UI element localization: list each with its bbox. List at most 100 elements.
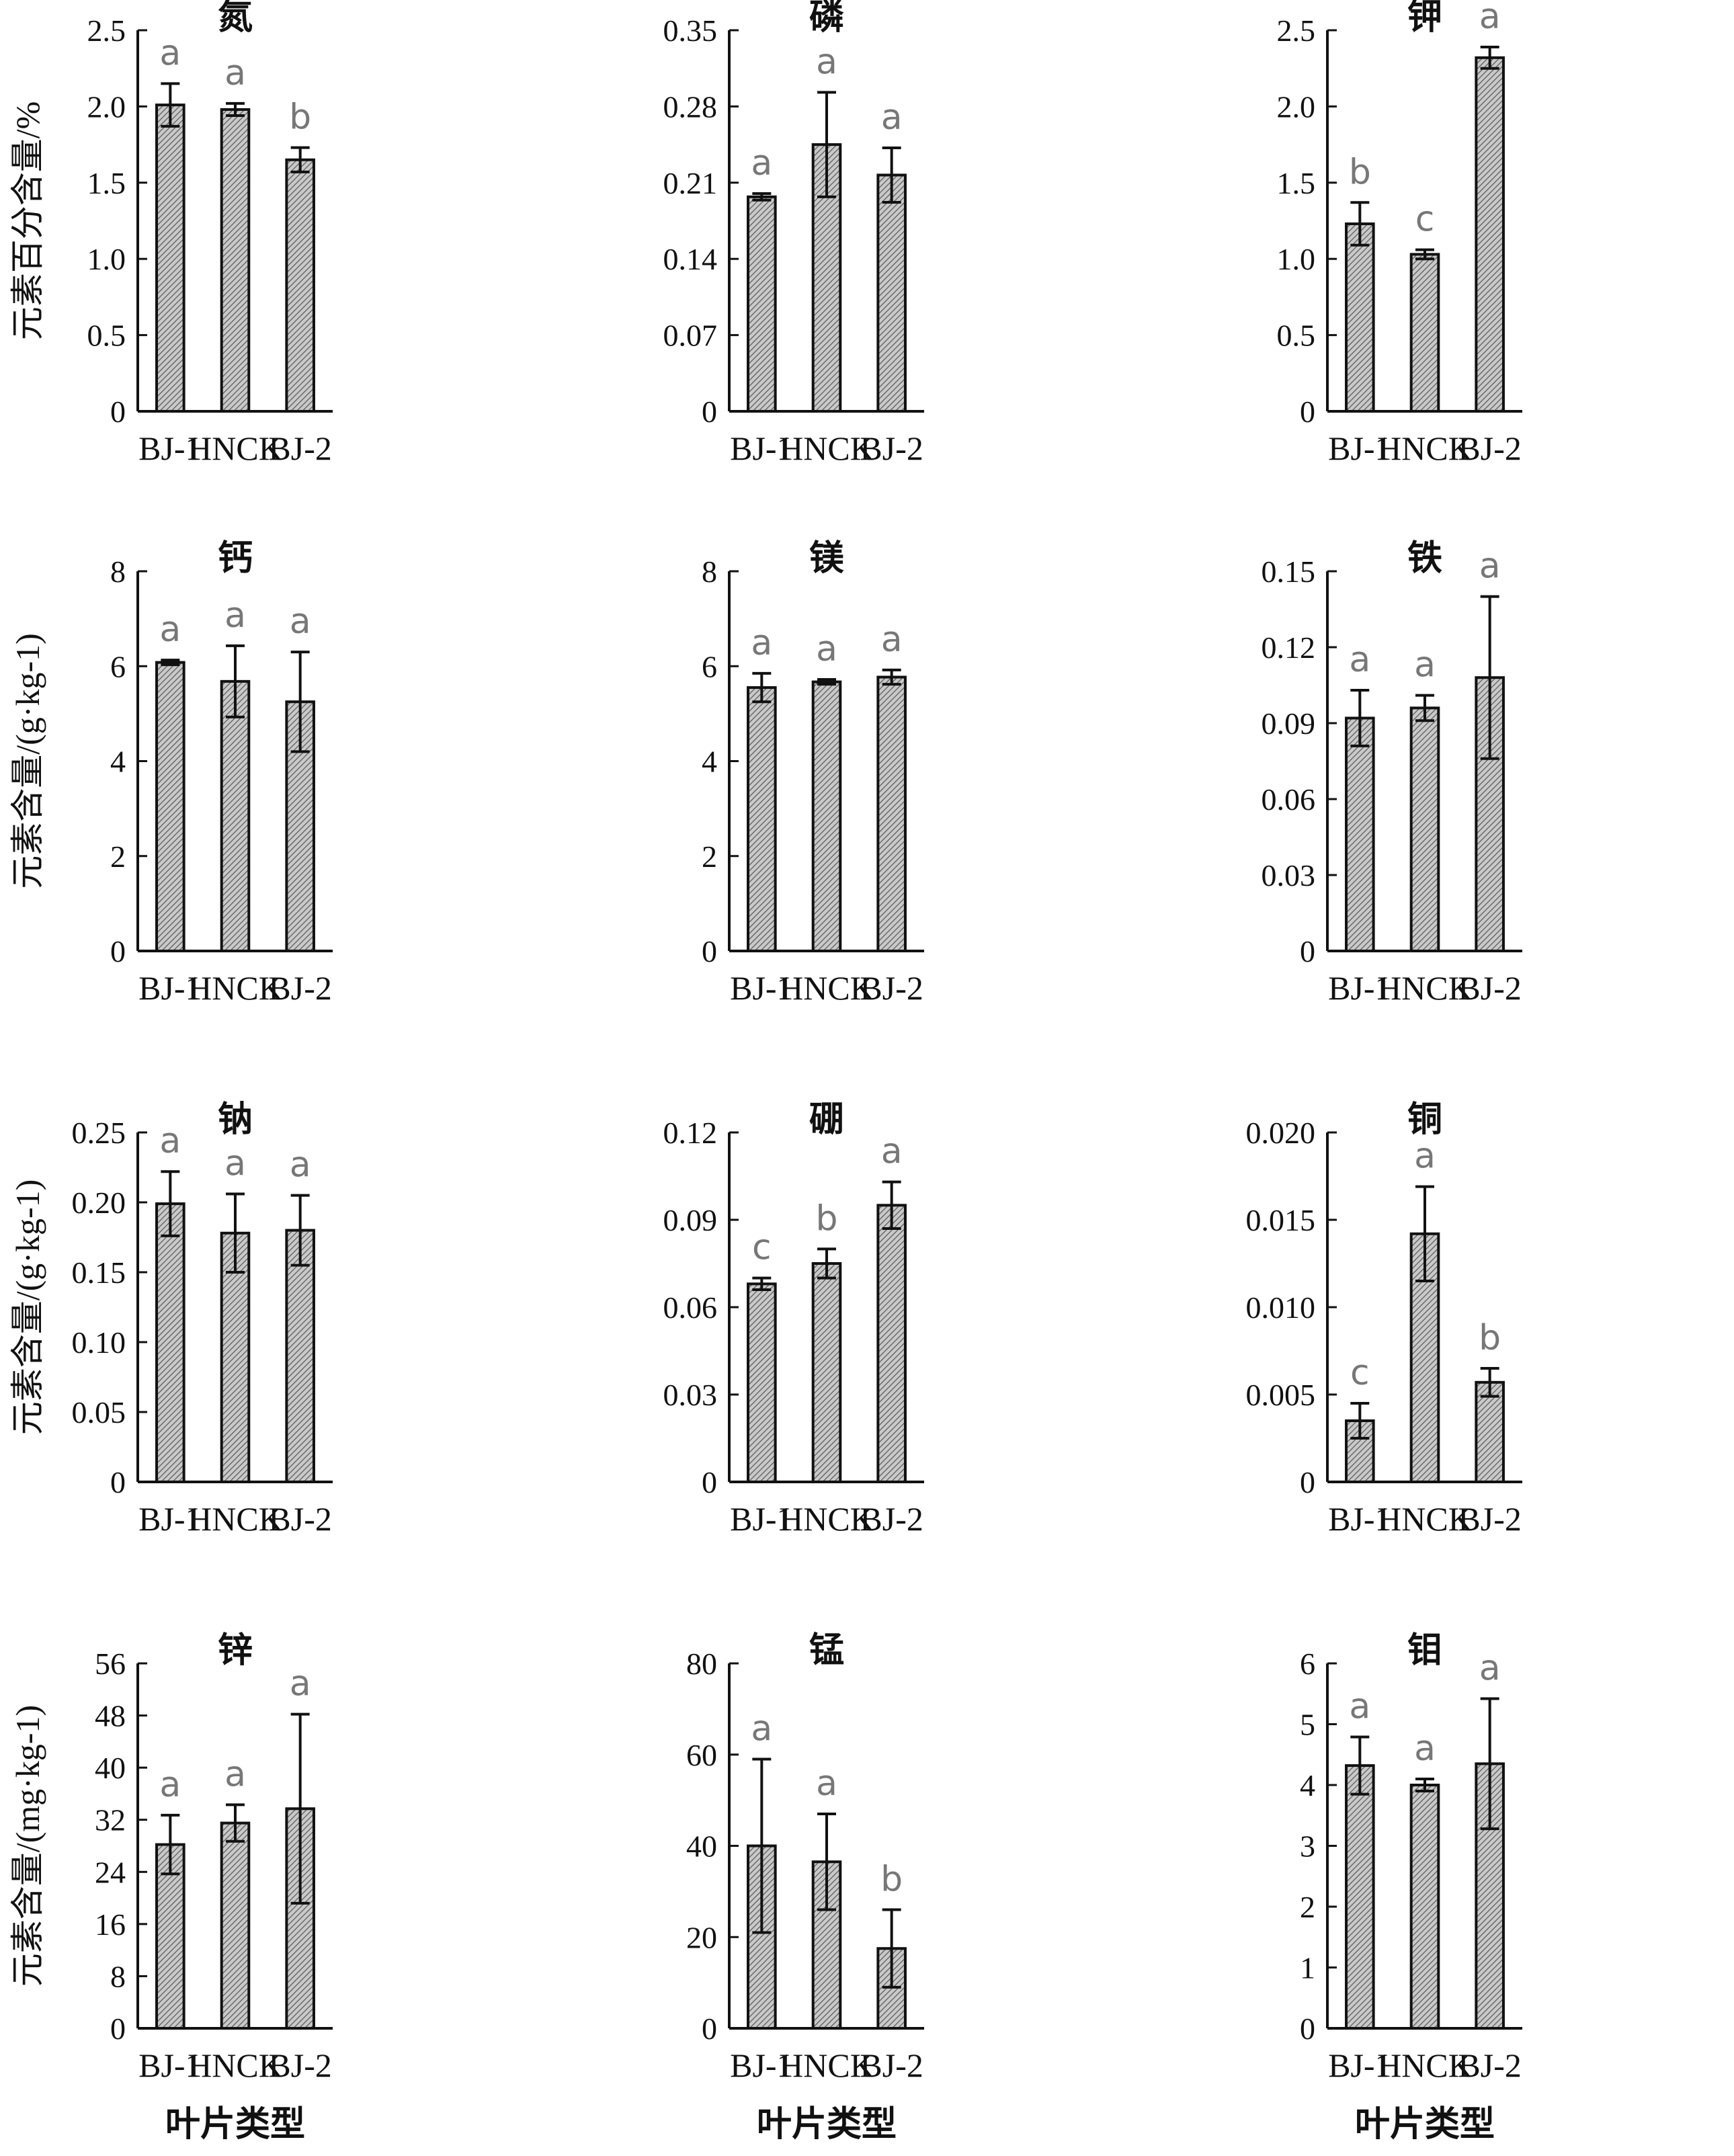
significance-letter: a <box>1479 1648 1501 1688</box>
y-tick-label: 0 <box>110 2012 126 2046</box>
y-tick-label: 0.03 <box>663 1378 718 1412</box>
significance-letter: a <box>159 1121 181 1161</box>
y-tick-label: 0.09 <box>663 1203 718 1237</box>
significance-letter: a <box>1349 640 1370 680</box>
y-tick-label: 0 <box>1300 1465 1315 1499</box>
category-label: HNCK <box>779 2046 874 2084</box>
chart-panel: 0 0.03 0.06 0.09 0.12 0.15 a BJ-1 a HNCK a BJ-2 铁 <box>1262 539 1522 1007</box>
y-tick-label: 24 <box>95 1855 126 1889</box>
bar <box>1475 1380 1505 1484</box>
y-tick-label: 0.25 <box>72 1116 126 1150</box>
y-tick-label: 40 <box>95 1751 126 1785</box>
y-tick-label: 0 <box>110 1465 126 1499</box>
significance-letter: a <box>751 623 772 663</box>
y-tick-label: 0.09 <box>1262 706 1316 741</box>
y-tick-label: 0.15 <box>72 1255 126 1290</box>
category-label: HNCK <box>779 1500 874 1538</box>
y-tick-label: 0.05 <box>72 1395 126 1429</box>
category-label: BJ-1 <box>730 429 793 467</box>
category-label: BJ-1 <box>138 2046 202 2084</box>
bar <box>220 108 251 413</box>
category-label: HNCK <box>188 969 283 1007</box>
y-axis-label: 元素百分含量/% <box>9 101 46 341</box>
category-label: BJ-2 <box>1458 969 1521 1007</box>
bar <box>1409 706 1440 953</box>
bar <box>1475 56 1505 413</box>
category-label: HNCK <box>1377 969 1473 1007</box>
bar <box>155 1202 185 1483</box>
chart-title: 钙 <box>218 539 253 578</box>
category-label: BJ-1 <box>138 429 202 467</box>
y-tick-label: 2 <box>1300 1890 1315 1924</box>
category-label: HNCK <box>1377 2046 1473 2084</box>
significance-letter: a <box>816 42 837 82</box>
bar <box>876 1204 907 1484</box>
significance-letter: a <box>224 1754 246 1794</box>
category-label: BJ-1 <box>1328 969 1391 1007</box>
category-label: HNCK <box>1377 429 1473 467</box>
y-axis-label: 元素含量/(mg·kg-1) <box>9 1705 46 1987</box>
y-tick-label: 32 <box>95 1803 126 1837</box>
category-label: BJ-2 <box>1458 429 1521 467</box>
chart-panel: 0 0.07 0.14 0.21 0.28 0.35 a BJ-1 a HNCK a BJ-2 磷 <box>663 0 924 467</box>
significance-letter: a <box>224 1144 246 1184</box>
significance-letter: a <box>159 1765 181 1805</box>
y-tick-label: 0.35 <box>663 13 718 48</box>
significance-letter: a <box>1479 546 1501 587</box>
y-axis-label: 元素含量/(g·kg-1) <box>9 633 46 889</box>
bar <box>1345 716 1375 952</box>
significance-letter: b <box>289 97 311 138</box>
y-tick-label: 0 <box>702 2012 717 2046</box>
bar <box>285 1229 315 1483</box>
category-label: BJ-2 <box>860 429 923 467</box>
category-label: BJ-1 <box>138 1500 202 1538</box>
chart-title: 锌 <box>218 1631 253 1670</box>
category-label: BJ-1 <box>1328 1500 1391 1538</box>
y-tick-label: 0.5 <box>1277 319 1316 353</box>
y-tick-label: 20 <box>686 1920 717 1954</box>
x-axis-label: 叶片类型 <box>757 2105 897 2144</box>
significance-letter: c <box>1415 200 1435 240</box>
y-tick-label: 1 <box>1300 1951 1315 1985</box>
y-tick-label: 2 <box>110 839 126 874</box>
y-tick-label: 8 <box>110 554 126 589</box>
bar <box>876 173 907 413</box>
category-label: BJ-2 <box>860 969 923 1007</box>
significance-letter: a <box>881 97 903 138</box>
chart-panel: 0 0.05 0.10 0.15 0.20 0.25 a BJ-1 a HNCK a BJ-2 钠元素含… <box>9 1100 333 1538</box>
significance-letter: b <box>815 1198 837 1239</box>
chart-title: 钾 <box>1407 0 1442 37</box>
bar <box>811 1860 842 2030</box>
bar <box>747 686 777 952</box>
y-tick-label: 0.015 <box>1246 1203 1316 1237</box>
bar <box>285 158 315 413</box>
category-label: BJ-1 <box>138 969 202 1007</box>
y-tick-label: 2.5 <box>1277 13 1316 48</box>
significance-letter: a <box>290 1664 311 1704</box>
chart-title: 铁 <box>1407 539 1442 578</box>
y-tick-label: 0 <box>1300 2012 1315 2046</box>
y-tick-label: 6 <box>702 649 717 683</box>
significance-letter: a <box>1414 645 1436 686</box>
category-label: HNCK <box>779 969 874 1007</box>
y-tick-label: 0.020 <box>1246 1116 1316 1150</box>
y-tick-label: 0.28 <box>663 89 718 124</box>
y-tick-label: 0.010 <box>1246 1290 1316 1325</box>
y-tick-label: 1.0 <box>1277 242 1316 276</box>
y-tick-label: 0.12 <box>663 1116 718 1150</box>
bar <box>747 1282 777 1484</box>
significance-letter: b <box>1349 152 1371 192</box>
significance-letter: a <box>224 53 246 93</box>
y-tick-label: 0.15 <box>1262 554 1316 589</box>
y-tick-label: 8 <box>702 554 717 589</box>
significance-letter: a <box>159 33 181 73</box>
y-tick-label: 4 <box>702 745 717 779</box>
y-tick-label: 0.03 <box>1262 858 1316 893</box>
y-tick-label: 48 <box>95 1699 126 1733</box>
y-tick-label: 2.0 <box>87 89 126 124</box>
